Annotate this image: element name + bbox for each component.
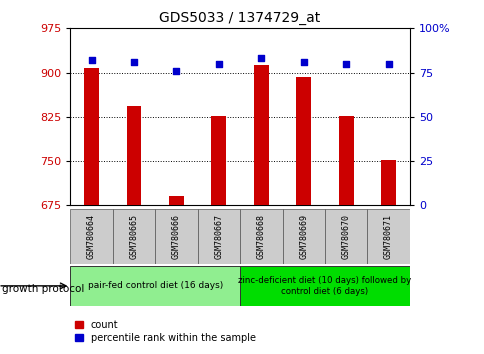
Text: pair-fed control diet (16 days): pair-fed control diet (16 days) <box>88 281 222 290</box>
Bar <box>296 77 311 205</box>
Bar <box>338 116 353 205</box>
Bar <box>240 209 282 264</box>
Bar <box>366 209 409 264</box>
Point <box>88 57 95 63</box>
Bar <box>197 209 240 264</box>
Point <box>172 68 180 74</box>
Bar <box>84 68 99 205</box>
Bar <box>211 116 226 205</box>
Text: GSM780666: GSM780666 <box>171 214 181 259</box>
Point <box>299 59 307 65</box>
Bar <box>240 266 409 306</box>
Text: zinc-deficient diet (10 days) followed by
control diet (6 days): zinc-deficient diet (10 days) followed b… <box>238 276 411 296</box>
Text: GSM780667: GSM780667 <box>214 214 223 259</box>
Bar <box>70 209 112 264</box>
Title: GDS5033 / 1374729_at: GDS5033 / 1374729_at <box>159 11 320 24</box>
Bar <box>253 65 268 205</box>
Bar <box>155 209 197 264</box>
Bar <box>168 196 183 205</box>
Bar <box>324 209 366 264</box>
Bar <box>282 209 324 264</box>
Text: growth protocol: growth protocol <box>2 284 85 293</box>
Bar <box>126 106 141 205</box>
Text: GSM780669: GSM780669 <box>299 214 308 259</box>
Bar <box>112 209 155 264</box>
Text: GSM780670: GSM780670 <box>341 214 350 259</box>
Point <box>130 59 137 65</box>
Point <box>342 61 349 67</box>
Text: GSM780664: GSM780664 <box>87 214 96 259</box>
Point <box>214 61 222 67</box>
Text: GSM780665: GSM780665 <box>129 214 138 259</box>
Legend: count, percentile rank within the sample: count, percentile rank within the sample <box>75 320 255 343</box>
Point <box>257 56 265 61</box>
Text: GSM780671: GSM780671 <box>383 214 393 259</box>
Point <box>384 61 392 67</box>
Text: GSM780668: GSM780668 <box>256 214 265 259</box>
Bar <box>70 266 240 306</box>
Bar <box>380 160 395 205</box>
